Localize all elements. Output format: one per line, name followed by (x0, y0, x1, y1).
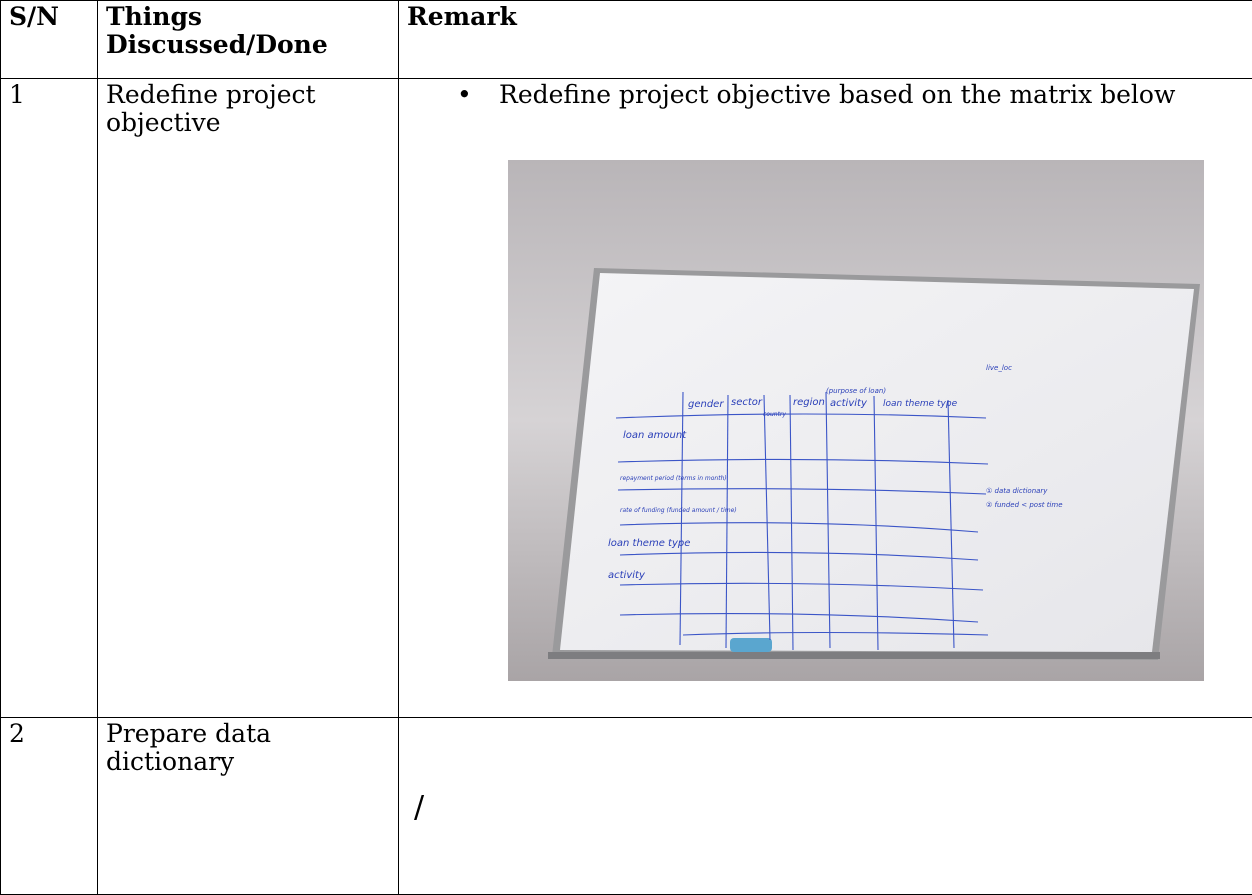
row: 2 Prepare data dictionary (1, 718, 1252, 895)
handwriting: ② funded < post time (986, 501, 1063, 509)
handwriting: (purpose of loan) (826, 387, 886, 395)
handwriting: ① data dictionary (986, 487, 1048, 495)
handwriting: loan amount (623, 430, 687, 441)
handwriting: region (793, 397, 825, 408)
sn-cell: 1 (1, 79, 98, 718)
item-cell: Redefine project objective (98, 79, 399, 718)
handwriting: repayment period (terms in month) (620, 475, 727, 482)
tray (548, 652, 1160, 659)
handwriting: country (763, 411, 786, 418)
header-cell: S/N (1, 1, 98, 79)
header-row: S/N Things Discussed/Done Remark (1, 1, 1252, 79)
header-cell: Things Discussed/Done (98, 1, 399, 79)
sn-cell: 2 (1, 718, 98, 895)
handwriting: activity (608, 570, 646, 581)
eraser (730, 638, 772, 652)
whiteboard-photo: gender sector country region (purpose of… (508, 160, 1204, 681)
remark-text: / (414, 790, 424, 825)
handwriting: loan theme type (608, 538, 690, 549)
handwriting: loan theme type (883, 399, 958, 409)
handwriting: gender (688, 399, 724, 410)
item-cell: Prepare data dictionary (98, 718, 399, 895)
remark-cell (399, 718, 1252, 895)
header-cell: Remark (399, 1, 1252, 79)
bullet-item: Redefine project objective based on the … (399, 81, 1242, 109)
handwriting: rate of funding (funded amount / time) (620, 507, 737, 514)
handwriting: sector (731, 397, 763, 408)
handwriting: live_loc (986, 364, 1012, 372)
handwriting: activity (830, 398, 868, 409)
